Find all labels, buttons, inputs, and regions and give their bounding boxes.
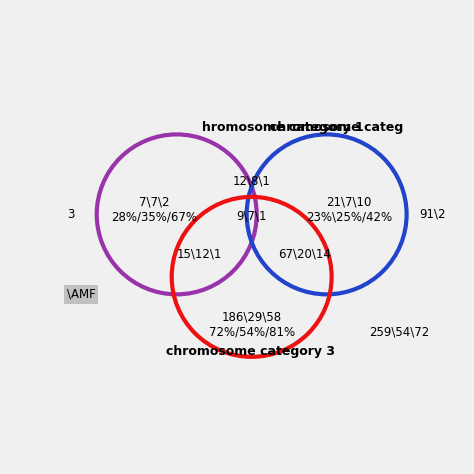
Text: chromosome category 3: chromosome category 3: [166, 345, 335, 358]
Text: 15\12\1: 15\12\1: [176, 248, 222, 261]
Text: hromosome category 1: hromosome category 1: [202, 121, 364, 134]
Text: 3: 3: [67, 208, 74, 221]
Text: 186\29\58
72%/54%/81%: 186\29\58 72%/54%/81%: [209, 310, 295, 338]
Text: chromosome categ: chromosome categ: [270, 121, 403, 134]
Text: \AMF: \AMF: [67, 288, 95, 301]
Text: 91\2: 91\2: [419, 208, 446, 221]
Text: 12\8\1: 12\8\1: [233, 174, 271, 187]
Text: 7\7\2
28%/35%/67%: 7\7\2 28%/35%/67%: [111, 195, 197, 223]
Text: 21\7\10
23%\25%/42%: 21\7\10 23%\25%/42%: [306, 195, 392, 223]
Text: 9\7\1: 9\7\1: [237, 209, 267, 222]
Text: 259\54\72: 259\54\72: [369, 325, 429, 338]
Text: 67\20\14: 67\20\14: [278, 248, 330, 261]
